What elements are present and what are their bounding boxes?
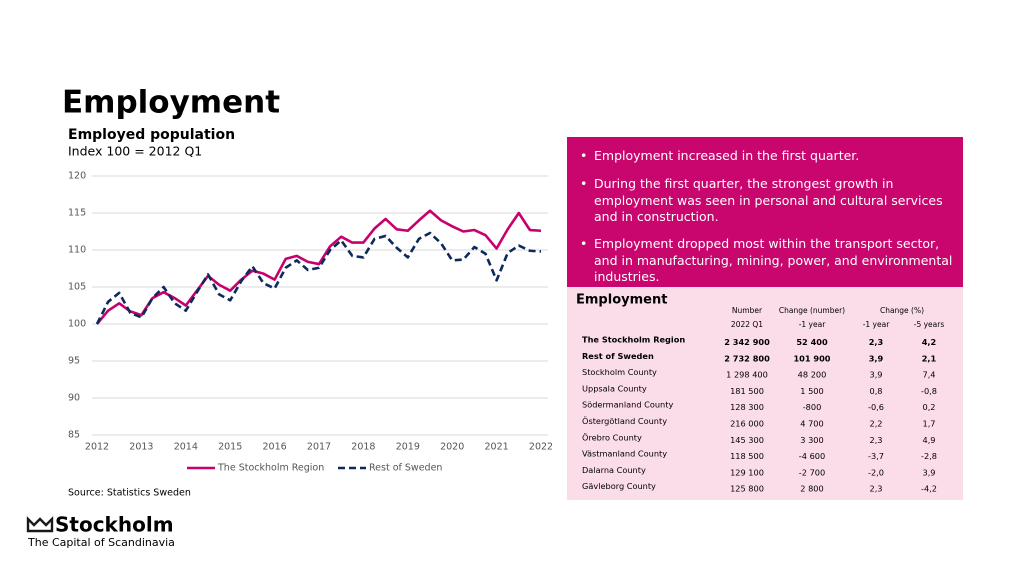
table-cell: 3,9	[869, 370, 882, 380]
x-tick-label: 2013	[129, 442, 153, 453]
table-cell: 7,4	[922, 370, 935, 380]
table-cell: 101 900	[793, 353, 830, 363]
table-row-label: Uppsala County	[582, 383, 647, 393]
logo-crown	[26, 516, 54, 533]
x-tick-label: 2012	[85, 442, 109, 453]
x-tick-label: 2021	[485, 442, 509, 453]
table-cell: 128 300	[730, 402, 764, 412]
y-tick-label: 120	[68, 171, 86, 182]
table-cell: 2,3	[869, 484, 882, 494]
table-cell: 2,3	[869, 337, 884, 347]
table-subheader: -1 year	[863, 320, 891, 329]
table-cell: -0,6	[868, 402, 884, 412]
table-cell: -2,0	[868, 467, 884, 477]
table-cell: 52 400	[796, 337, 828, 347]
table-row-label: Östergötland County	[582, 416, 667, 426]
table-row-label: Södermanland County	[582, 400, 673, 410]
table-cell: 216 000	[730, 419, 764, 429]
x-tick-label: 2015	[218, 442, 242, 453]
y-tick-label: 115	[68, 208, 86, 219]
table-cell: 129 100	[730, 467, 764, 477]
table-cell: -0,8	[921, 386, 937, 396]
table-cell: 1 298 400	[726, 370, 768, 380]
table-header: Change (number)	[779, 306, 845, 315]
table-cell: 2 732 800	[724, 353, 770, 363]
table-cell: 4,9	[922, 435, 935, 445]
table-row-label: Örebro County	[582, 432, 642, 442]
table-row-label: Dalarna County	[582, 465, 646, 475]
table-subheader: -1 year	[799, 320, 827, 329]
bullet: Employment increased in the first quarte…	[578, 148, 964, 165]
table-cell: 4,2	[922, 337, 937, 347]
table-cell: 3,9	[922, 467, 935, 477]
table-cell: -2,8	[921, 451, 937, 461]
y-tick-label: 105	[68, 282, 86, 293]
table-cell: 0,8	[869, 386, 882, 396]
table-cell: -3,7	[868, 451, 884, 461]
slide-title: Employment	[62, 85, 280, 121]
table-cell: 48 200	[798, 370, 827, 380]
table-subheader: -5 years	[914, 320, 945, 329]
table-cell: 3 300	[800, 435, 823, 445]
y-tick-label: 110	[68, 245, 86, 256]
x-tick-label: 2016	[263, 442, 287, 453]
bullet: Employment dropped most within the trans…	[578, 236, 964, 286]
series-line	[95, 231, 542, 325]
table-cell: 2 800	[800, 484, 823, 494]
x-tick-label: 2018	[351, 442, 375, 453]
chart-subtitle: Index 100 = 2012 Q1	[68, 144, 202, 159]
logo-name: Stockholm	[55, 513, 174, 537]
table-row-label: The Stockholm Region	[582, 335, 685, 345]
y-tick-label: 95	[68, 356, 80, 367]
table-row-label: Stockholm County	[582, 367, 657, 377]
legend-label: The Stockholm Region	[217, 463, 324, 474]
table-cell: 4 700	[800, 419, 823, 429]
x-tick-label: 2019	[396, 442, 420, 453]
table-cell: 1,7	[922, 419, 935, 429]
table-cell: 181 500	[730, 386, 764, 396]
source: Source: Statistics Sweden	[68, 488, 191, 499]
series-line	[96, 209, 542, 325]
legend-label: Rest of Sweden	[369, 463, 442, 474]
table-cell: 2 342 900	[724, 337, 770, 347]
table-cell: 145 300	[730, 435, 764, 445]
logo-tagline: The Capital of Scandinavia	[27, 536, 175, 549]
table-row-label: Gävleborg County	[582, 481, 656, 491]
x-tick-label: 2020	[440, 442, 464, 453]
table-cell: 3,9	[869, 353, 884, 363]
y-tick-label: 100	[68, 319, 86, 330]
table-cell: 2,1	[922, 353, 937, 363]
table-cell: -4,2	[921, 484, 937, 494]
x-tick-label: 2022	[529, 442, 553, 453]
table-cell: 2,3	[869, 435, 882, 445]
table-header: Number	[732, 306, 763, 315]
table-panel	[567, 287, 963, 500]
x-tick-label: 2014	[174, 442, 198, 453]
table-cell: 125 800	[730, 484, 764, 494]
table-subheader: 2022 Q1	[731, 320, 763, 329]
bullet: During the first quarter, the strongest …	[578, 176, 964, 226]
y-tick-label: 85	[68, 430, 80, 441]
table-cell: 1 500	[800, 386, 823, 396]
table-cell: 0,2	[922, 402, 935, 412]
table-title: Employment	[576, 293, 667, 308]
summary-panel: Employment increased in the first quarte…	[567, 137, 963, 287]
table-cell: 2,2	[869, 419, 882, 429]
table-header: Change (%)	[880, 306, 924, 315]
y-tick-label: 90	[68, 393, 80, 404]
x-tick-label: 2017	[307, 442, 331, 453]
table-cell: -2 700	[799, 467, 825, 477]
table-cell: 118 500	[730, 451, 764, 461]
table-cell: -4 600	[799, 451, 825, 461]
chart-title: Employed population	[68, 127, 235, 143]
table-row-label: Västmanland County	[582, 449, 667, 459]
table-cell: -800	[803, 402, 822, 412]
table-row-label: Rest of Sweden	[582, 351, 654, 361]
